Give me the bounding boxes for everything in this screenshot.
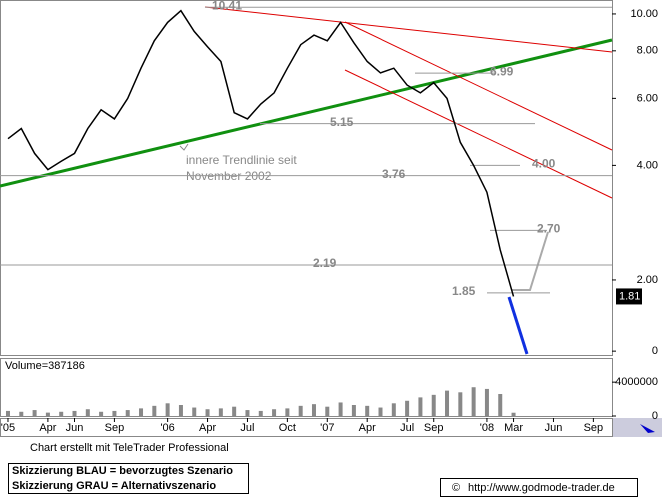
x-tick-label: Apr — [39, 422, 56, 434]
level-label: 1.85 — [452, 284, 476, 298]
y-tick-label: 10.00 — [630, 8, 658, 20]
volume-bar — [59, 411, 64, 416]
volume-bar — [205, 409, 210, 416]
volume-bar — [192, 407, 197, 416]
y-tick-label: 2.00 — [637, 274, 658, 286]
legend-grey: Skizzierung GRAU = Alternativszenario — [12, 480, 216, 492]
url-box — [440, 478, 638, 497]
x-tick-label: Jul — [240, 422, 254, 434]
blue-scenario — [507, 296, 529, 355]
volume-bar — [431, 394, 436, 416]
level-label: 4.00 — [532, 157, 556, 171]
volume-bar — [511, 412, 516, 416]
volume-bar — [218, 408, 223, 416]
volume-panel — [0, 358, 613, 417]
y-tick-label: 4.00 — [637, 159, 658, 171]
y-tick-label: 6.00 — [637, 92, 658, 104]
volume-bar — [32, 410, 37, 416]
nav-arrow — [640, 424, 655, 433]
annotation: November 2002 — [186, 169, 272, 183]
time-axis — [0, 418, 613, 437]
volume-bar — [125, 410, 130, 416]
x-tick-label: Sep — [584, 422, 604, 434]
volume-bar — [165, 403, 170, 416]
volume-bar — [471, 387, 476, 416]
volume-bar — [298, 405, 303, 416]
volume-bar — [45, 412, 50, 416]
volume-bar — [338, 402, 343, 416]
grey-scenario — [512, 231, 549, 291]
credit: Chart erstellt mit TeleTrader Profession… — [30, 442, 229, 454]
level-label: 2.19 — [313, 256, 337, 270]
resistance-line — [204, 6, 613, 53]
volume-bar — [378, 407, 383, 416]
volume-label: Volume=387186 — [5, 360, 85, 372]
volume-bar — [498, 394, 503, 416]
x-tick-label: Sep — [105, 422, 125, 434]
price-panel — [0, 0, 613, 356]
volume-bar — [285, 408, 290, 416]
volume-bar — [458, 392, 463, 416]
volume-bar — [232, 406, 237, 416]
url: http://www.godmode-trader.de — [468, 482, 615, 494]
note-arrow — [179, 143, 189, 151]
volume-bar — [99, 411, 104, 416]
level-label: 6.99 — [490, 64, 514, 78]
last-price-label: 1.81 — [619, 290, 640, 302]
legend-box — [8, 463, 249, 494]
level-label: 5.15 — [330, 115, 354, 129]
x-tick-label: Jun — [545, 422, 563, 434]
level-label: 10.41 — [212, 0, 242, 12]
x-tick-label: Oct — [279, 422, 296, 434]
volume-bar — [272, 409, 277, 416]
v-tick-label: 0 — [652, 410, 658, 422]
volume-bar — [85, 409, 90, 416]
volume-bar — [5, 410, 10, 416]
level-label: 2.70 — [537, 222, 561, 236]
channel-line — [344, 21, 613, 151]
volume-bar — [72, 410, 77, 416]
volume-bar — [418, 397, 423, 416]
volume-bar — [178, 405, 183, 416]
last-price-box — [616, 288, 642, 305]
x-tick-label: Apr — [359, 422, 376, 434]
x-tick-label: Jul — [400, 422, 414, 434]
price-line — [7, 9, 515, 297]
x-tick-label: '06 — [160, 422, 174, 434]
x-tick-label: '07 — [320, 422, 334, 434]
volume-bar — [19, 411, 24, 416]
annotation: innere Trendlinie seit — [186, 153, 297, 167]
volume-bar — [112, 410, 117, 416]
volume-bar — [391, 403, 396, 416]
inner-trendline — [0, 38, 613, 188]
volume-bar — [152, 405, 157, 416]
x-tick-label: '08 — [480, 422, 494, 434]
volume-bar — [445, 390, 450, 416]
volume-bar — [365, 405, 370, 416]
volume-bar — [245, 410, 250, 416]
x-tick-label: Jun — [66, 422, 84, 434]
volume-bar — [139, 408, 144, 416]
volume-bar — [311, 404, 316, 416]
volume-bar — [325, 406, 330, 416]
y-tick-label: 8.00 — [637, 45, 658, 57]
x-tick-label: Apr — [199, 422, 216, 434]
channel-line — [344, 69, 613, 199]
legend-blue: Skizzierung BLAU = bevorzugtes Szenario — [12, 465, 233, 477]
x-tick-label: '05 — [1, 422, 15, 434]
volume-bar — [405, 400, 410, 416]
level-label: 3.76 — [382, 167, 406, 181]
volume-bar — [258, 410, 263, 416]
volume-bar — [351, 405, 356, 416]
x-tick-label: Sep — [424, 422, 444, 434]
v-tick-label: 4000000 — [615, 376, 658, 388]
copyright: © — [452, 482, 460, 494]
x-tick-label: Mar — [504, 422, 523, 434]
y-tick-label: 0 — [652, 345, 658, 357]
volume-bar — [484, 388, 489, 416]
